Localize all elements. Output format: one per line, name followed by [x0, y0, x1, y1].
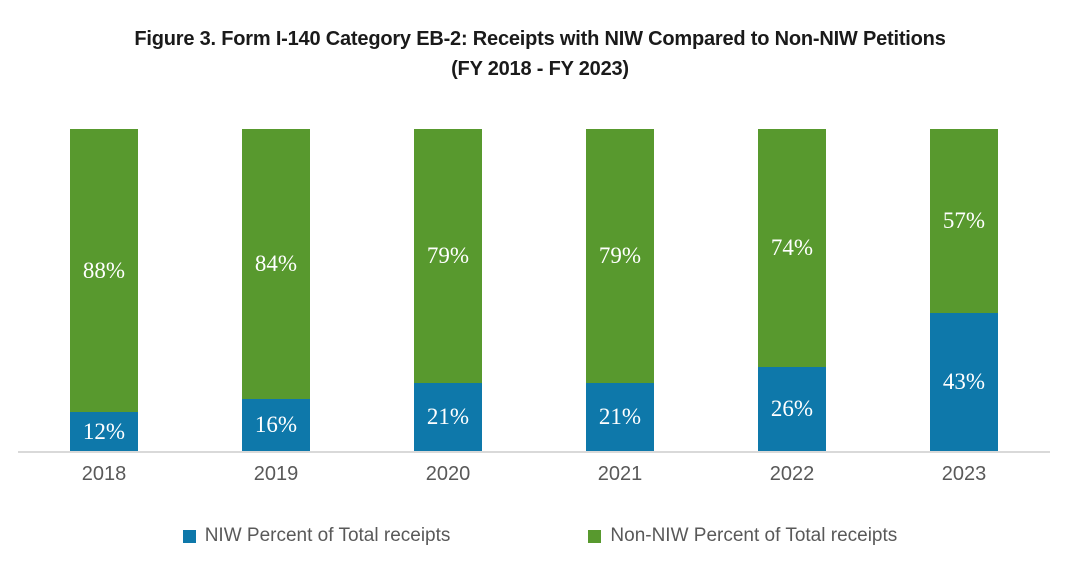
bar-value-label: 79% — [426, 243, 470, 269]
legend-label-niw: NIW Percent of Total receipts — [204, 525, 451, 546]
x-axis-line — [18, 451, 1050, 453]
x-tick-label-2022: 2022 — [769, 463, 815, 485]
bar-segment-non-niw-2023: 57% — [930, 129, 998, 313]
x-tick-label-2018: 2018 — [81, 463, 127, 485]
bar-column-2019: 84% 16% — [190, 129, 362, 451]
stacked-bar-2019: 84% 16% — [242, 129, 310, 451]
bar-segment-non-niw-2022: 74% — [758, 129, 826, 368]
stacked-bar-2018: 88% 12% — [70, 129, 138, 451]
bar-value-label: 26% — [770, 396, 814, 422]
bar-column-2023: 57% 43% — [878, 129, 1050, 451]
bar-value-label: 88% — [82, 257, 126, 283]
legend-item-non-niw: Non-NIW Percent of Total receipts — [588, 525, 897, 547]
x-tick-label-2023: 2023 — [941, 463, 987, 485]
bar-segment-niw-2023: 43% — [930, 312, 998, 451]
stacked-bar-2023: 57% 43% — [930, 129, 998, 451]
stacked-bar-2022: 74% 26% — [758, 129, 826, 451]
legend-square-green-icon — [588, 529, 602, 543]
x-tick-label-2019: 2019 — [253, 463, 299, 485]
bar-value-label: 57% — [942, 207, 986, 233]
bar-value-label: 16% — [254, 412, 298, 438]
stacked-bar-2020: 79% 21% — [414, 129, 482, 451]
bar-value-label: 12% — [82, 418, 126, 444]
legend-label-non-niw: Non-NIW Percent of Total receipts — [610, 525, 898, 546]
bar-segment-non-niw-2018: 88% — [70, 129, 138, 413]
bar-column-2022: 74% 26% — [706, 129, 878, 451]
legend: NIW Percent of Total receipts Non-NIW Pe… — [0, 525, 1080, 547]
bar-segment-niw-2021: 21% — [586, 383, 654, 451]
chart-title-block: Figure 3. Form I-140 Category EB-2: Rece… — [0, 24, 1080, 84]
bar-segment-non-niw-2019: 84% — [242, 129, 310, 400]
x-tick-label-2021: 2021 — [597, 463, 643, 485]
bar-segment-niw-2020: 21% — [414, 383, 482, 451]
bar-value-label: 79% — [598, 243, 642, 269]
legend-square-blue-icon — [182, 529, 196, 543]
bar-segment-niw-2022: 26% — [758, 367, 826, 451]
bar-segment-non-niw-2021: 79% — [586, 129, 654, 384]
bar-column-2018: 88% 12% — [18, 129, 190, 451]
bar-segment-niw-2019: 16% — [242, 399, 310, 451]
legend-item-niw: NIW Percent of Total receipts — [182, 525, 451, 547]
plot-area: 88% 12% 84% 16% 79% 21% 79% 21% 74% 26% 57% 43% — [18, 129, 1050, 451]
stacked-bar-2021: 79% 21% — [586, 129, 654, 451]
x-axis-tick-labels: 2018 2019 2020 2021 2022 2023 — [18, 463, 1050, 486]
chart-subtitle: (FY 2018 - FY 2023) — [451, 58, 629, 80]
bar-segment-niw-2018: 12% — [70, 412, 138, 451]
x-tick-label-2020: 2020 — [425, 463, 471, 485]
chart-title: Figure 3. Form I-140 Category EB-2: Rece… — [134, 28, 946, 50]
bar-value-label: 21% — [598, 404, 642, 430]
bar-value-label: 43% — [942, 368, 986, 394]
bar-segment-non-niw-2020: 79% — [414, 129, 482, 384]
bar-value-label: 74% — [770, 235, 814, 261]
bar-value-label: 84% — [254, 251, 298, 277]
bar-column-2020: 79% 21% — [362, 129, 534, 451]
bar-value-label: 21% — [426, 404, 470, 430]
bar-column-2021: 79% 21% — [534, 129, 706, 451]
